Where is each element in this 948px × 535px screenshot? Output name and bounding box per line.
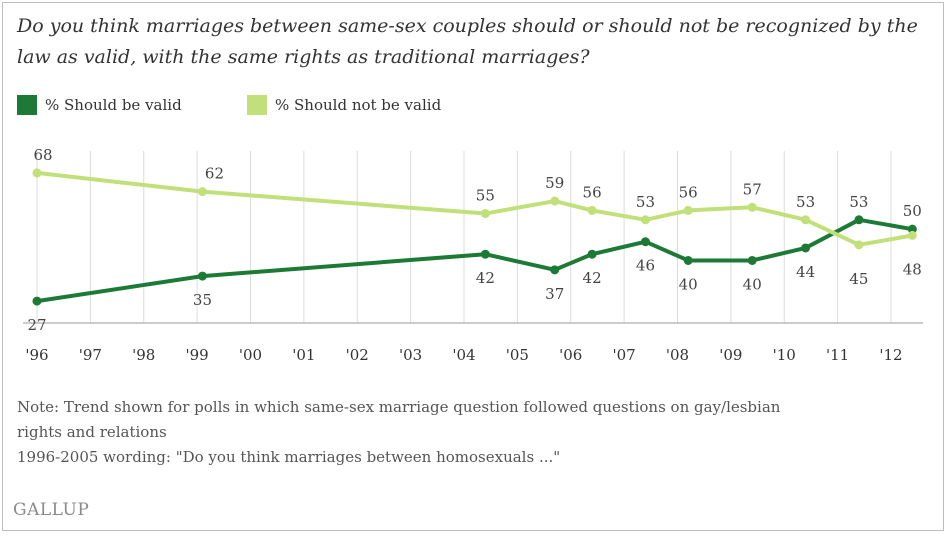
series-0-data-label-1: 35: [193, 291, 212, 309]
series-0-point-2: [480, 249, 490, 259]
series-1-point-9: [854, 240, 864, 250]
series-1-data-label-5: 53: [636, 193, 655, 211]
series-1-point-3: [550, 196, 560, 206]
series-1-point-7: [747, 202, 757, 212]
series-0-data-label-8: 44: [796, 263, 815, 281]
legend-item-should-be-valid: % Should be valid: [17, 95, 182, 115]
gallup-logo: GALLUP: [13, 500, 90, 520]
series-1-point-5: [640, 215, 650, 225]
series-0-point-1: [197, 271, 207, 281]
x-tick-label-1997: '97: [79, 346, 102, 364]
series-1-point-4: [587, 205, 597, 215]
note-line-1: Note: Trend shown for polls in which sam…: [17, 398, 781, 416]
series-0-point-0: [32, 296, 42, 306]
series-1-data-label-6: 56: [679, 183, 698, 201]
x-tick-label-2008: '08: [666, 346, 689, 364]
series-1-point-10: [907, 230, 917, 240]
note-line-3: 1996-2005 wording: "Do you think marriag…: [17, 448, 561, 466]
x-tick-label-1999: '99: [186, 346, 209, 364]
x-tick-label-2002: '02: [346, 346, 369, 364]
x-tick-label-2004: '04: [452, 346, 475, 364]
series-0-data-label-3: 37: [545, 285, 564, 303]
series-0-data-label-7: 40: [743, 275, 762, 293]
x-tick-label-2010: '10: [773, 346, 796, 364]
series-0-data-label-6: 40: [679, 275, 698, 293]
series-1-data-label-2: 55: [476, 187, 495, 205]
x-tick-label-1998: '98: [132, 346, 155, 364]
series-1-data-label-9: 45: [849, 270, 868, 288]
series-1-data-label-4: 56: [583, 183, 602, 201]
series-0-point-5: [640, 237, 650, 247]
note-line-2: rights and relations: [17, 423, 167, 441]
legend-label-should-be-valid: % Should be valid: [45, 96, 182, 114]
series-1-data-label-1: 62: [205, 165, 224, 183]
series-0-point-8: [801, 243, 811, 253]
series-0-point-6: [683, 255, 693, 265]
series-0-point-3: [550, 265, 560, 275]
legend-label-should-not-be-valid: % Should not be valid: [275, 96, 442, 114]
legend-item-should-not-be-valid: % Should not be valid: [247, 95, 441, 115]
legend-swatch-should-be-valid: [17, 95, 37, 115]
series-0-data-label-4: 42: [583, 269, 602, 287]
series-1-point-2: [480, 209, 490, 219]
chart-title: Do you think marriages between same-sex …: [17, 15, 918, 68]
line-chart: '96 '97 '98 '99 '00 '01 '02 '03 '04 '05 '06 '07 '08 '…: [23, 146, 923, 364]
series-1-data-label-8: 53: [796, 193, 815, 211]
series-0-data-label-9: 53: [849, 193, 868, 211]
series-1-data-label-10: 48: [903, 260, 922, 278]
x-tick-label-2005: '05: [506, 346, 529, 364]
series-0-point-10: [907, 224, 917, 234]
series-1-point-8: [801, 215, 811, 225]
x-tick-label-2003: '03: [399, 346, 422, 364]
legend-swatch-should-not-be-valid: [247, 95, 267, 115]
series-0-data-label-10: 50: [903, 202, 922, 220]
series-line-1: [35, 170, 915, 247]
series-1-point-0: [32, 168, 42, 178]
x-tick-label-1996: '96: [25, 346, 48, 364]
series-0-point-9: [854, 215, 864, 225]
x-tick-label-2009: '09: [719, 346, 742, 364]
series-1-point-6: [683, 205, 693, 215]
series-1-data-label-0: 68: [33, 146, 52, 164]
x-tick-label-2007: '07: [612, 346, 635, 364]
series-0-point-7: [747, 255, 757, 265]
series-0-point-4: [587, 249, 597, 259]
x-tick-label-2012: '12: [879, 346, 902, 364]
x-tick-label-2001: '01: [292, 346, 315, 364]
series-line-0: [35, 217, 915, 304]
series-1-point-1: [197, 187, 207, 197]
series-0-data-label-2: 42: [476, 269, 495, 287]
chart-notes: Note: Trend shown for polls in which sam…: [17, 395, 927, 470]
x-tick-label-2000: '00: [239, 346, 262, 364]
series-1-data-label-7: 57: [743, 180, 762, 198]
x-tick-label-2006: '06: [559, 346, 582, 364]
series-1-data-label-3: 59: [545, 174, 564, 192]
x-tick-label-2011: '11: [826, 346, 849, 364]
series-0-data-label-5: 46: [636, 257, 655, 275]
series-0-data-label-0: 27: [27, 316, 46, 334]
